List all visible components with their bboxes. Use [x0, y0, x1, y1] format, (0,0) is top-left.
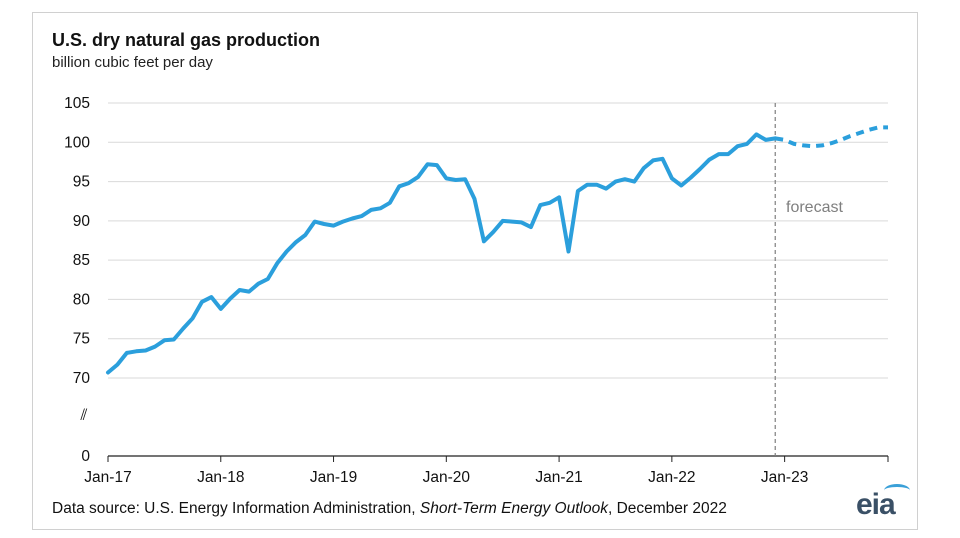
forecast-label: forecast	[786, 199, 843, 216]
x-tick-label: Jan-20	[423, 469, 471, 486]
source-prefix: Data source: U.S. Energy Information Adm…	[52, 500, 420, 517]
y-tick-label: 70	[73, 370, 91, 387]
x-tick-label: Jan-23	[761, 469, 808, 486]
y-tick-label: 105	[64, 95, 90, 112]
forecast-series-line	[774, 125, 888, 149]
axis-break-symbol: ⫽	[80, 407, 88, 424]
grid-lines	[108, 102, 888, 457]
eia-logo-arc	[884, 484, 910, 497]
chart-subtitle: billion cubic feet per day	[52, 54, 213, 71]
x-tick-label: Jan-21	[535, 469, 582, 486]
y-tick-label: 0	[81, 448, 90, 465]
y-tick-label: 75	[73, 331, 90, 348]
x-axis-ticks: Jan-17 Jan-18 Jan-19 Jan-20 Jan-21 Jan-22 Jan-…	[84, 456, 889, 486]
y-tick-label: 100	[64, 134, 90, 151]
historical-series-line	[106, 132, 778, 375]
x-tick-label: Jan-22	[648, 469, 695, 486]
y-tick-label: 80	[73, 291, 91, 308]
chart-frame	[32, 12, 918, 530]
series-lines	[106, 125, 888, 375]
data-source-note: Data source: U.S. Energy Information Adm…	[52, 500, 727, 518]
y-tick-label: 90	[73, 213, 91, 230]
source-publication: Short-Term Energy Outlook	[419, 500, 608, 517]
x-tick-label: Jan-17	[84, 469, 131, 486]
source-suffix: , December 2022	[607, 500, 727, 517]
x-tick-label: Jan-18	[197, 469, 244, 486]
y-axis-ticks: 0 70 75 80 85 90 95 100 105	[64, 95, 90, 465]
chart-title: U.S. dry natural gas production	[52, 30, 321, 50]
x-tick-label: Jan-19	[310, 469, 357, 486]
y-tick-label: 95	[73, 174, 90, 191]
y-tick-label: 85	[73, 252, 90, 269]
eia-logo: eia	[856, 488, 896, 521]
